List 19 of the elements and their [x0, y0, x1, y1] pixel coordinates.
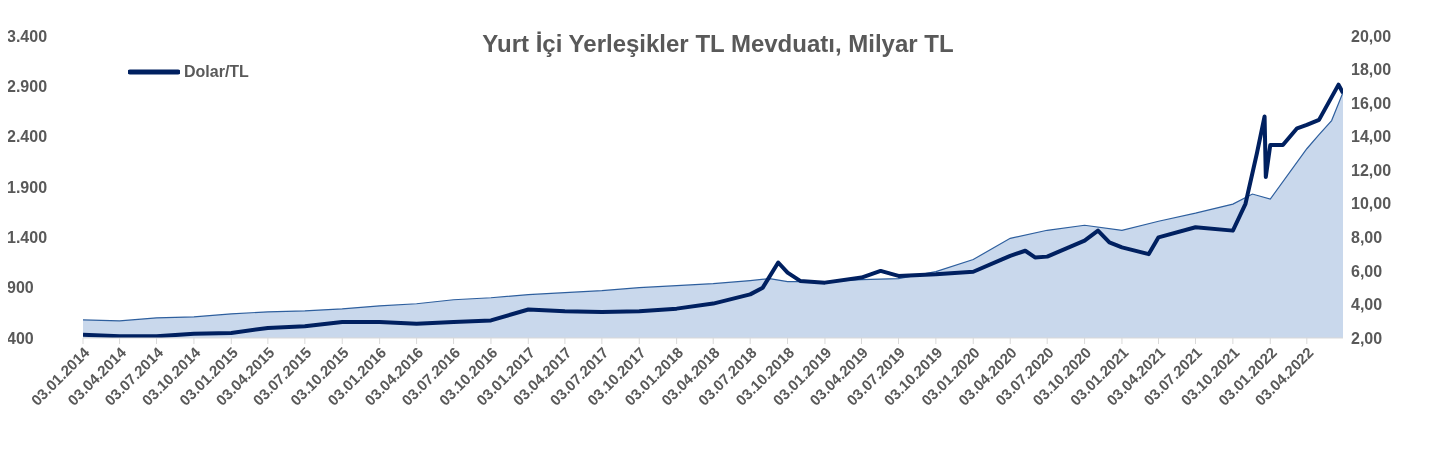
y2-tick-label: 18,00	[1351, 61, 1392, 79]
y2-tick-label: 20,00	[1351, 27, 1392, 45]
y2-tick-label: 12,00	[1351, 161, 1392, 179]
chart-title: Yurt İçi Yerleşikler TL Mevduatı, Milyar TL	[482, 30, 954, 57]
y2-tick-label: 10,00	[1351, 195, 1392, 213]
y-tick-label: 1.400	[7, 229, 48, 247]
y2-tick-label: 16,00	[1351, 94, 1392, 112]
y-tick-label: 900	[7, 279, 34, 297]
legend-label: Dolar/TL	[184, 63, 249, 81]
y-tick-label: 3.400	[7, 27, 48, 45]
y-tick-label: 1.900	[7, 178, 48, 196]
y2-tick-label: 8,00	[1351, 229, 1383, 247]
y2-tick-label: 4,00	[1351, 296, 1383, 314]
y2-tick-label: 14,00	[1351, 128, 1392, 146]
y-tick-label: 2.400	[7, 128, 48, 146]
y-tick-label: 400	[7, 329, 34, 347]
y2-tick-label: 2,00	[1351, 329, 1383, 347]
y2-tick-label: 6,00	[1351, 262, 1383, 280]
y-tick-label: 2.900	[7, 78, 48, 96]
